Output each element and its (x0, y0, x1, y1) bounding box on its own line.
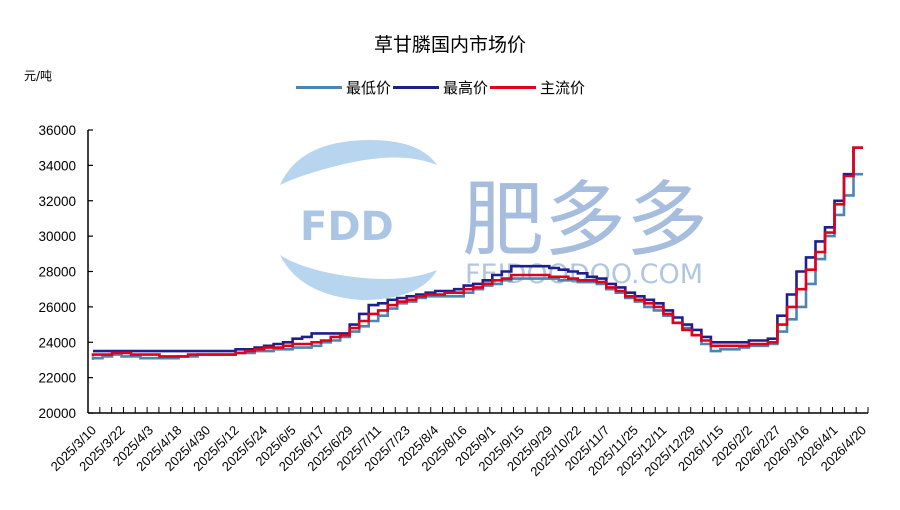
legend-label-low: 最低价 (346, 79, 392, 97)
y-tick-label: 36000 (38, 123, 76, 138)
series-line-1 (93, 146, 863, 353)
series-lines (91, 146, 863, 360)
y-axis-unit-label: 元/吨 (24, 69, 53, 83)
chart-title: 草甘膦国内市场价 (373, 34, 526, 56)
legend-swatch-high (393, 86, 440, 89)
y-tick-label: 34000 (38, 158, 76, 173)
y-tick-label: 26000 (38, 300, 76, 315)
legend-swatch-low (296, 86, 342, 89)
y-tick-label: 20000 (38, 406, 76, 421)
y-tick-label: 30000 (38, 229, 76, 244)
legend-item-mainstream: 主流价 (490, 77, 585, 98)
legend-item-low: 最低价 (296, 77, 391, 98)
legend-label-mainstream: 主流价 (540, 79, 586, 97)
legend-swatch-mainstream (490, 86, 537, 89)
y-tick-label: 24000 (38, 335, 76, 350)
chart-legend: 最低价 最高价 主流价 (296, 77, 587, 98)
y-tick-label: 22000 (38, 371, 76, 386)
legend-label-high: 最高价 (443, 79, 489, 97)
legend-item-high: 最高价 (393, 77, 488, 98)
y-tick-label: 32000 (38, 194, 76, 209)
x-axis-labels: 2025/3/102025/3/222025/4/32025/4/182025/… (48, 423, 870, 480)
watermark-brand-cn: 肥多多 (462, 173, 708, 268)
watermark-logo: FDD 肥多多 FEIDOODOO.COM (280, 140, 708, 300)
axes: 20000 22000 24000 26000 28000 30000 32000 34000… (38, 123, 869, 421)
y-tick-label: 28000 (38, 265, 76, 280)
series-line-2 (91, 146, 863, 358)
watermark-fdd-text: FDD (300, 204, 394, 250)
